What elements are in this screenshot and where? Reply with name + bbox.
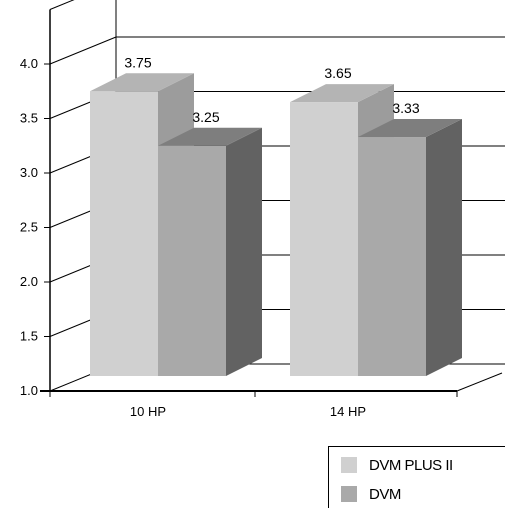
- bar-side: [226, 127, 262, 376]
- y-tick-label: 1.0: [20, 383, 38, 398]
- data-label: 3.33: [392, 100, 419, 116]
- y-tick-label: 2.5: [20, 220, 38, 235]
- data-label: 3.75: [124, 54, 151, 70]
- bar-dvm-0: [158, 145, 226, 376]
- x-tick-label: 14 HP: [330, 404, 366, 419]
- legend-item-dvm-plus-ii: DVM PLUS II: [341, 455, 453, 475]
- bar-top: [290, 84, 394, 103]
- legend-swatch-dvm: [341, 486, 357, 502]
- bar-dvm-1: [358, 137, 426, 376]
- bar-top: [358, 119, 462, 138]
- gridline-diagonal: [49, 0, 75, 10]
- legend: DVM PLUS II DVM: [328, 446, 505, 508]
- bar-dvm-plus-ii-0: [90, 91, 158, 376]
- y-tick-label: 4.0: [20, 56, 38, 71]
- bars: [90, 73, 462, 377]
- data-label: 3.25: [192, 109, 219, 125]
- bar-top: [158, 127, 262, 146]
- y-tick-label: 3.0: [20, 165, 38, 180]
- gridline-diagonal: [49, 36, 117, 65]
- y-tick-label: 2.0: [20, 274, 38, 289]
- bar-side: [426, 119, 462, 376]
- legend-label-dvm: DVM: [369, 485, 401, 503]
- floor-right-edge: [456, 372, 503, 392]
- bar-dvm-plus-ii-1: [290, 102, 358, 377]
- labels: 1.0 1.5 2.0 2.5 3.0 3.5 4.0 3.75 3.25 10 HP 3.65 3.…: [20, 54, 420, 419]
- y-tick-label: 1.5: [20, 329, 38, 344]
- legend-label-dvm-plus-ii: DVM PLUS II: [369, 456, 453, 474]
- y-tick-label: 3.5: [20, 111, 38, 126]
- bar-top: [90, 73, 194, 92]
- data-label: 3.65: [324, 65, 351, 81]
- legend-swatch-dvm-plus-ii: [341, 457, 357, 473]
- legend-item-dvm: DVM: [341, 484, 401, 504]
- x-tick-label: 10 HP: [130, 404, 166, 419]
